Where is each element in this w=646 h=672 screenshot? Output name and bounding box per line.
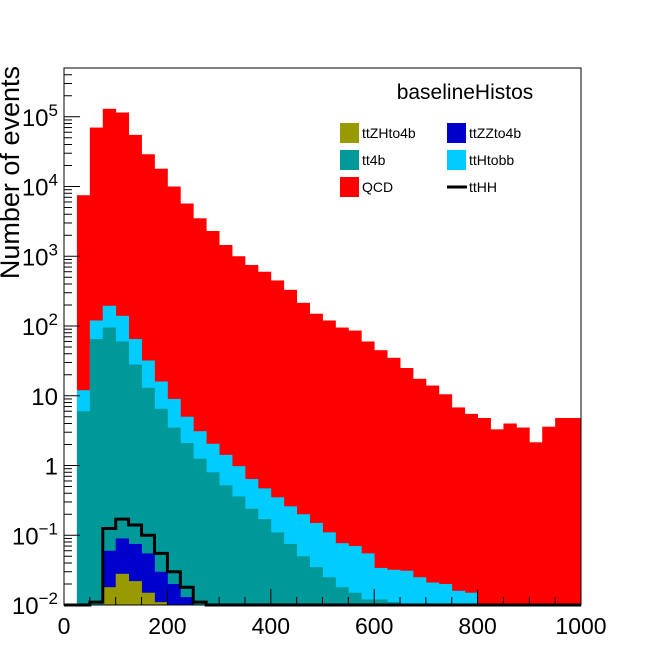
bar-ttzzto4b bbox=[180, 597, 194, 605]
bar-ttzhto4b bbox=[115, 573, 130, 605]
bar-tt4b bbox=[244, 508, 259, 605]
bar-tt4b bbox=[348, 592, 362, 605]
bar-qcd bbox=[555, 417, 569, 605]
bar-qcd bbox=[374, 350, 388, 605]
bar-qcd bbox=[516, 427, 530, 605]
bar-tthtobb bbox=[412, 577, 427, 605]
bar-qcd bbox=[568, 417, 582, 605]
bar-tt4b bbox=[206, 472, 220, 605]
y-tick-label: 105 bbox=[22, 101, 58, 132]
bar-ttzzto4b bbox=[141, 553, 155, 605]
bar-tt4b bbox=[102, 327, 117, 605]
bar-qcd bbox=[503, 423, 517, 605]
bar-qcd bbox=[529, 442, 543, 605]
bar-tt4b bbox=[283, 543, 298, 605]
legend-swatch-ttzhto4b bbox=[340, 123, 359, 143]
bar-tthtobb bbox=[438, 584, 453, 605]
y-tick-label: 1 bbox=[45, 454, 58, 481]
legend-swatch-tt4b bbox=[340, 150, 359, 170]
y-tick-label: 104 bbox=[22, 171, 58, 202]
bar-tt4b bbox=[219, 485, 233, 605]
bar-tthtobb bbox=[464, 592, 478, 605]
bar-tt4b bbox=[335, 587, 349, 605]
bar-qcd bbox=[348, 330, 362, 605]
x-tick-label: 800 bbox=[458, 613, 496, 639]
bar-ttzhto4b bbox=[154, 602, 168, 605]
bar-tt4b bbox=[167, 427, 181, 605]
bar-qcd bbox=[425, 385, 440, 605]
bar-tt4b bbox=[322, 577, 336, 605]
series-ttzzto4b bbox=[102, 538, 194, 605]
bar-tthtobb bbox=[387, 569, 401, 605]
bar-tthtobb bbox=[348, 546, 362, 605]
x-tick-label: 0 bbox=[58, 613, 71, 639]
bar-tt4b bbox=[89, 339, 104, 605]
legend-label-qcd: QCD bbox=[362, 179, 393, 195]
bar-tthtobb bbox=[425, 582, 440, 605]
bar-tt4b bbox=[232, 496, 246, 605]
x-tick-label: 600 bbox=[355, 613, 393, 639]
bar-tt4b bbox=[180, 443, 194, 605]
legend-swatch-qcd bbox=[340, 177, 359, 197]
x-tick-label: 200 bbox=[148, 613, 186, 639]
y-tick-label: 102 bbox=[22, 310, 58, 341]
x-tick-label: 1000 bbox=[555, 613, 606, 639]
y-tick-label: 10 bbox=[31, 384, 58, 411]
bar-tt4b bbox=[76, 411, 91, 605]
bar-tthtobb bbox=[400, 570, 414, 605]
bar-tt4b bbox=[257, 519, 272, 605]
legend-label-ttzzto4b: ttZZto4b bbox=[469, 125, 521, 141]
bar-tthtobb bbox=[374, 567, 388, 605]
bar-ttzhto4b bbox=[102, 587, 117, 605]
ticks-layer: 0 200 400 600 800 1000 10−2 10−1 1 10 102 103 104 105 bbox=[12, 67, 607, 639]
bar-qcd bbox=[361, 341, 375, 605]
series-ttzhto4b bbox=[102, 573, 168, 605]
bar-qcd bbox=[451, 407, 466, 605]
y-axis-label: Number of events bbox=[0, 66, 25, 279]
bar-tthtobb bbox=[451, 590, 466, 605]
legend-swatch-tthtobb bbox=[447, 150, 466, 170]
bar-ttzzto4b bbox=[154, 571, 168, 605]
bar-qcd bbox=[490, 429, 504, 605]
x-tick-label: 400 bbox=[252, 613, 290, 639]
legend-label-tthh: ttHH bbox=[469, 179, 497, 195]
bar-tt4b bbox=[296, 556, 310, 605]
bar-tt4b bbox=[193, 458, 207, 605]
bar-tthtobb bbox=[361, 553, 375, 605]
bar-qcd bbox=[542, 426, 556, 605]
bar-ttzhto4b bbox=[141, 592, 155, 605]
legend: ttZHto4b ttZZto4b tt4b ttHtobb QCD ttHH bbox=[340, 123, 521, 197]
bar-tt4b bbox=[154, 408, 168, 605]
y-tick-label: 10−2 bbox=[12, 589, 58, 620]
chart-title: baselineHistos bbox=[397, 81, 534, 104]
bar-tt4b bbox=[374, 599, 388, 605]
bar-qcd bbox=[387, 357, 401, 605]
bar-tt4b bbox=[309, 567, 323, 605]
y-tick-label: 103 bbox=[22, 240, 58, 271]
legend-label-ttzhto4b: ttZHto4b bbox=[362, 125, 416, 141]
y-tick-label: 10−1 bbox=[12, 519, 58, 550]
bar-tt4b bbox=[270, 532, 285, 605]
bars-layer bbox=[76, 108, 582, 606]
bar-ttzzto4b bbox=[167, 584, 181, 605]
bar-tt4b bbox=[141, 387, 155, 605]
bar-qcd bbox=[477, 417, 491, 605]
legend-label-tt4b: tt4b bbox=[362, 152, 386, 168]
bar-ttzhto4b bbox=[128, 581, 142, 605]
legend-label-tthtobb: ttHtobb bbox=[469, 152, 514, 168]
bar-qcd bbox=[335, 327, 349, 605]
bar-tt4b bbox=[361, 599, 375, 605]
bar-qcd bbox=[412, 378, 427, 605]
bar-qcd bbox=[438, 394, 453, 605]
bar-qcd bbox=[464, 413, 478, 605]
bar-qcd bbox=[400, 367, 414, 605]
legend-swatch-ttzzto4b bbox=[447, 123, 466, 143]
